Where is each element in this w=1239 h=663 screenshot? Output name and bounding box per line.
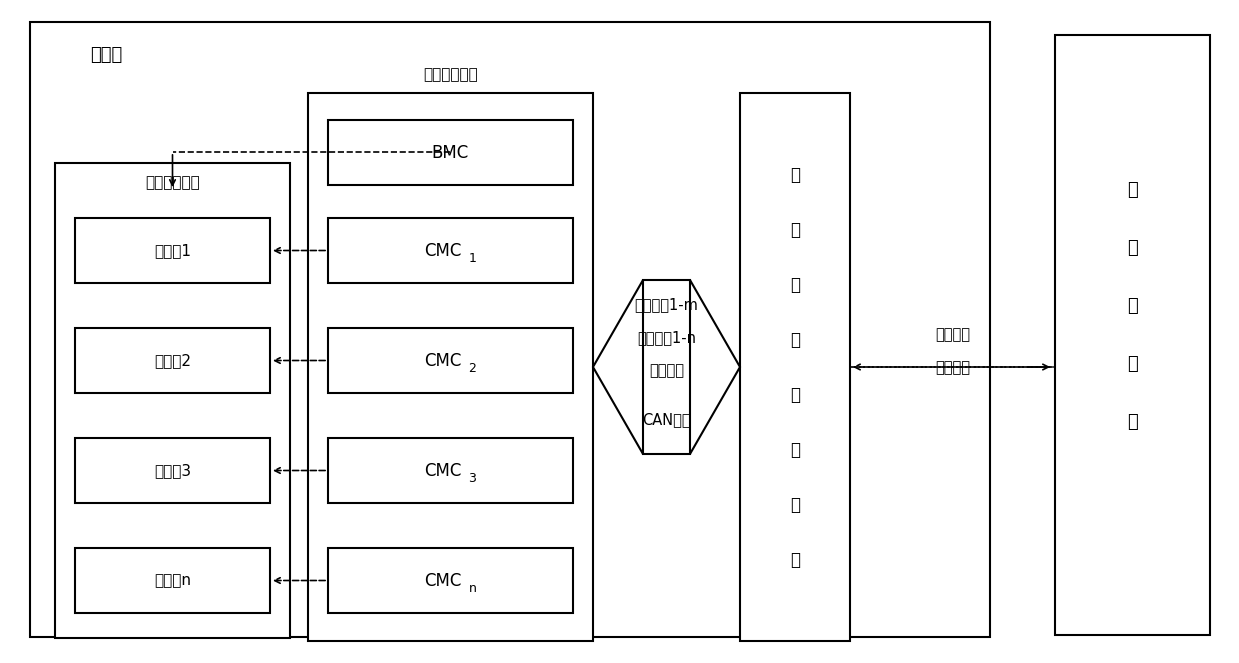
Text: 数: 数	[790, 166, 800, 184]
Text: 电池组1: 电池组1	[154, 243, 191, 258]
Text: 电池组2: 电池组2	[154, 353, 191, 368]
Bar	[76, 548, 270, 613]
Text: 理: 理	[790, 441, 800, 459]
Text: 器: 器	[1127, 413, 1139, 431]
Bar	[1054, 35, 1211, 635]
Polygon shape	[593, 280, 643, 454]
Text: 电池温度1-n: 电池温度1-n	[637, 330, 696, 345]
Text: 服: 服	[1127, 297, 1139, 315]
Bar	[328, 218, 572, 283]
Text: 据: 据	[790, 221, 800, 239]
Text: 电池管理单元: 电池管理单元	[424, 68, 478, 82]
Bar	[328, 438, 572, 503]
Text: 元: 元	[790, 551, 800, 569]
Text: CMC: CMC	[424, 241, 461, 259]
Bar	[328, 548, 572, 613]
Text: 打包后的: 打包后的	[935, 328, 970, 343]
Text: 云: 云	[1127, 181, 1139, 199]
Bar	[328, 328, 572, 393]
Text: CMC: CMC	[424, 351, 461, 369]
Text: BMC: BMC	[432, 143, 470, 162]
Bar	[55, 163, 290, 638]
Text: 电池电流: 电池电流	[649, 363, 684, 379]
Text: 务: 务	[1127, 355, 1139, 373]
Text: 处: 处	[790, 386, 800, 404]
Text: 1: 1	[468, 252, 476, 265]
Text: 单: 单	[790, 496, 800, 514]
Bar	[309, 93, 593, 641]
Bar	[76, 328, 270, 393]
Text: 动力电池单元: 动力电池单元	[145, 176, 199, 190]
Text: 2: 2	[468, 362, 476, 375]
Text: CAN总线: CAN总线	[642, 412, 691, 428]
Text: 收: 收	[790, 276, 800, 294]
Text: 发: 发	[790, 331, 800, 349]
Bar	[76, 218, 270, 283]
Text: 端: 端	[1127, 239, 1139, 257]
Bar	[30, 22, 990, 637]
Text: 电池组3: 电池组3	[154, 463, 191, 478]
Text: CMC: CMC	[424, 461, 461, 479]
Bar	[328, 120, 572, 185]
Text: n: n	[468, 582, 476, 595]
Text: 车载端: 车载端	[90, 46, 123, 64]
Text: CMC: CMC	[424, 572, 461, 589]
Polygon shape	[690, 280, 740, 454]
Text: 电池信息: 电池信息	[935, 361, 970, 375]
Bar	[740, 93, 850, 641]
Text: 3: 3	[468, 472, 476, 485]
Text: 电池电卶1-m: 电池电卶1-m	[634, 298, 699, 312]
Bar	[76, 438, 270, 503]
Text: 电池组n: 电池组n	[154, 573, 191, 588]
